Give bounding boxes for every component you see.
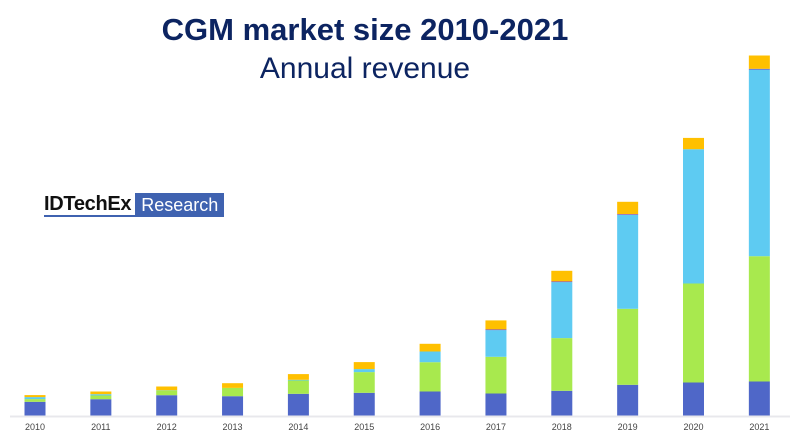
bar-segment-2013-series-1 <box>222 396 244 416</box>
bar-segment-2017-series-2 <box>485 356 507 394</box>
bar-segment-2016-series-5 <box>419 343 441 352</box>
bar-segment-2015-series-1 <box>353 392 375 416</box>
bar-segment-2013-series-5 <box>222 383 244 388</box>
bar-segment-2019-series-1 <box>617 384 639 416</box>
x-tick-label: 2011 <box>91 422 110 432</box>
idtechex-logo: IDTechEx Research <box>44 193 225 217</box>
x-tick-label: 2020 <box>683 422 703 432</box>
bar-segment-2011-series-3 <box>90 394 112 396</box>
bar-segment-2015-series-3 <box>353 369 375 373</box>
bar-segment-2012-series-1 <box>156 395 178 416</box>
bar-segment-2016-series-2 <box>419 362 441 392</box>
bar-segment-2010-series-1 <box>24 401 46 416</box>
bar-segment-2017-series-5 <box>485 320 507 330</box>
bar-segment-2018-series-3 <box>551 282 573 339</box>
bar-segment-2011-series-2 <box>90 395 112 400</box>
bar-segment-2013-series-2 <box>222 387 244 397</box>
x-tick-label: 2016 <box>420 422 440 432</box>
bar-segment-2015-series-5 <box>353 362 375 370</box>
bar-segment-2011-series-1 <box>90 399 112 416</box>
bar-segment-2014-series-2 <box>287 380 309 394</box>
bar-segment-2019-series-2 <box>617 308 639 385</box>
bar-segment-2021-series-4 <box>748 68 770 70</box>
bar-segment-2014-series-3 <box>287 379 309 381</box>
bar-segment-2018-series-4 <box>551 281 573 283</box>
bar-segment-2021-series-5 <box>748 55 770 69</box>
bar-segment-2019-series-3 <box>617 214 639 309</box>
bar-segment-2017-series-3 <box>485 330 507 357</box>
x-tick-label: 2018 <box>552 422 572 432</box>
bar-segment-2017-series-1 <box>485 393 507 416</box>
x-tick-label: 2019 <box>618 422 638 432</box>
x-tick-label: 2015 <box>354 422 374 432</box>
bar-segment-2020-series-3 <box>683 149 704 284</box>
bar-segment-2018-series-5 <box>551 270 573 282</box>
bar-segment-2014-series-1 <box>287 393 309 416</box>
bar-segment-2010-series-3 <box>24 397 46 400</box>
bar-segment-2014-series-5 <box>287 374 309 380</box>
x-tick-label: 2010 <box>25 422 45 432</box>
bar-segment-2020-series-5 <box>683 137 704 150</box>
x-tick-label: 2012 <box>157 422 177 432</box>
bar-segment-2021-series-3 <box>748 69 770 257</box>
logo-division: Research <box>135 193 225 217</box>
chart-title: CGM market size 2010-2021 <box>161 12 569 47</box>
x-tick-label: 2021 <box>749 422 769 432</box>
bar-segment-2019-series-5 <box>617 201 639 215</box>
bar-segment-2021-series-2 <box>748 256 770 382</box>
bar-segment-2020-series-1 <box>683 382 704 416</box>
bar-segment-2016-series-1 <box>419 391 441 416</box>
bar-segment-2015-series-2 <box>353 372 375 393</box>
x-tick-label: 2014 <box>288 422 308 432</box>
chart-subtitle: Annual revenue <box>259 52 471 85</box>
bar-segment-2018-series-2 <box>551 338 573 391</box>
bar-segment-2010-series-2 <box>24 399 46 402</box>
logo-brand: IDTechEx <box>44 193 136 217</box>
x-tick-label: 2013 <box>223 422 243 432</box>
bar-segment-2016-series-3 <box>419 351 441 363</box>
bar-segment-2012-series-2 <box>156 390 178 396</box>
bar-segment-2018-series-1 <box>551 390 573 416</box>
bar-segment-2020-series-2 <box>683 283 704 383</box>
bar-segment-2011-series-5 <box>90 391 112 395</box>
bar-segment-2019-series-4 <box>617 214 639 215</box>
bar-segment-2021-series-1 <box>748 381 770 416</box>
bar-segment-2010-series-5 <box>24 395 46 398</box>
bar-segment-2017-series-4 <box>485 329 507 331</box>
bar-segment-2012-series-5 <box>156 386 178 391</box>
x-tick-label: 2017 <box>486 422 506 432</box>
